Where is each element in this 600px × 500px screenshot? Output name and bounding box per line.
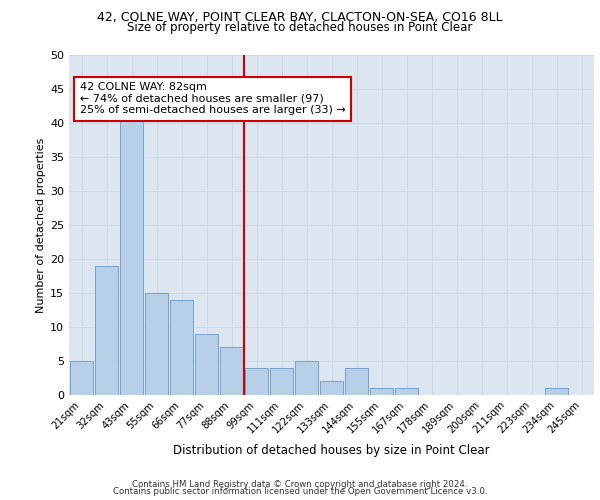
Bar	[295, 361, 319, 395]
Bar	[170, 300, 193, 395]
Text: 42 COLNE WAY: 82sqm
← 74% of detached houses are smaller (97)
25% of semi-detach: 42 COLNE WAY: 82sqm ← 74% of detached ho…	[79, 82, 345, 116]
Bar	[245, 368, 268, 395]
Bar	[220, 348, 244, 395]
X-axis label: Distribution of detached houses by size in Point Clear: Distribution of detached houses by size …	[173, 444, 490, 457]
Text: Contains HM Land Registry data © Crown copyright and database right 2024.: Contains HM Land Registry data © Crown c…	[132, 480, 468, 489]
Bar	[95, 266, 118, 395]
Text: Contains public sector information licensed under the Open Government Licence v3: Contains public sector information licen…	[113, 488, 487, 496]
Bar	[395, 388, 418, 395]
Bar	[545, 388, 568, 395]
Bar	[269, 368, 293, 395]
Bar	[119, 116, 143, 395]
Y-axis label: Number of detached properties: Number of detached properties	[36, 138, 46, 312]
Bar	[145, 293, 169, 395]
Bar	[320, 382, 343, 395]
Bar	[370, 388, 394, 395]
Text: 42, COLNE WAY, POINT CLEAR BAY, CLACTON-ON-SEA, CO16 8LL: 42, COLNE WAY, POINT CLEAR BAY, CLACTON-…	[97, 11, 503, 24]
Bar	[194, 334, 218, 395]
Text: Size of property relative to detached houses in Point Clear: Size of property relative to detached ho…	[127, 22, 473, 35]
Bar	[70, 361, 94, 395]
Bar	[344, 368, 368, 395]
